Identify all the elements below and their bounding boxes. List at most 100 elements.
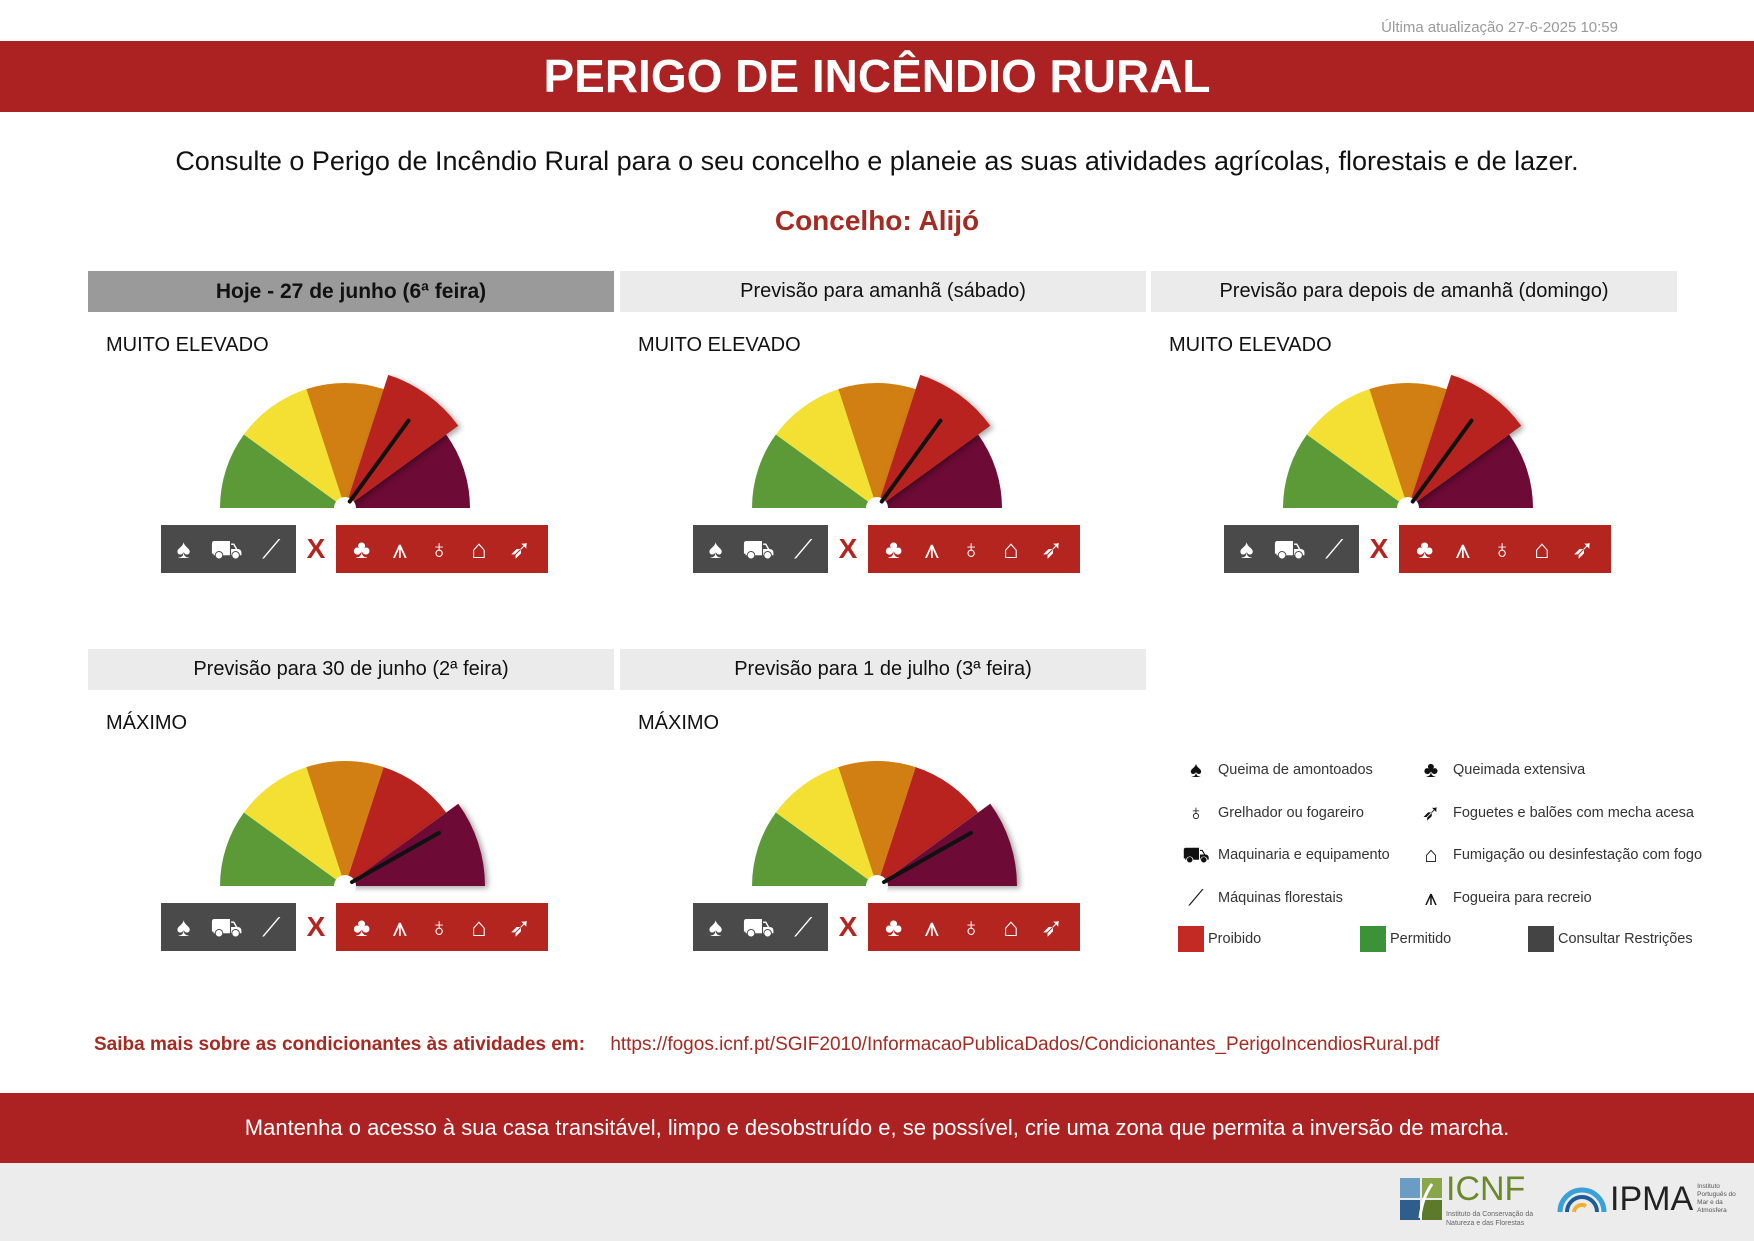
legend-label: Queima de amontoados	[1218, 762, 1373, 778]
icnf-name: ICNF	[1446, 1170, 1526, 1208]
concelho-title: Concelho: Alijó	[774, 205, 980, 236]
legend-label: Maquinaria e equipamento	[1218, 847, 1390, 863]
forecast-header: Previsão para depois de amanhã (domingo)	[1151, 271, 1677, 312]
danger-gauge	[220, 761, 485, 897]
forecast-header: Previsão para 30 de junho (2ª feira)	[88, 649, 614, 690]
legend-swatch-item: Permitido	[1360, 926, 1451, 952]
gauge-segment-1	[220, 434, 345, 508]
maquinas-florestais-icon: ⟋	[1325, 534, 1344, 564]
fogueira-recreio-icon: ⩚	[924, 912, 940, 942]
queimada-extensiva-icon: ♣	[885, 912, 903, 942]
forecast-card: Previsão para 30 de junho (2ª feira) MÁX…	[88, 649, 614, 989]
maquinaria-icon: ⛟	[209, 534, 243, 564]
forecast-card: Previsão para amanhã (sábado) MUITO ELEV…	[620, 271, 1146, 611]
danger-gauge	[752, 374, 1002, 519]
gauge-segment-1	[1283, 434, 1408, 508]
fumigacao-icon: ⌂	[471, 912, 487, 942]
foguetes-icon: ➶	[1572, 534, 1594, 564]
forecast-card: Hoje - 27 de junho (6ª feira) MUITO ELEV…	[88, 271, 614, 611]
gauge-segment-2	[243, 767, 345, 886]
legend-label: Fogueira para recreio	[1453, 889, 1592, 906]
gauge-segment-5	[877, 434, 1002, 508]
queima-amontoados-icon: ♠	[708, 912, 723, 942]
maquinaria-icon: ⛟	[741, 534, 775, 564]
queimada-extensiva-icon: ♣	[1416, 534, 1434, 564]
legend-item: ♠ Queima de amontoados	[1178, 757, 1373, 783]
maquinas-florestais-icon: ⟋	[794, 534, 813, 564]
more-info: Saiba mais sobre as condicionantes às at…	[94, 1034, 1439, 1056]
separator-x: X	[838, 911, 858, 942]
danger-gauge	[220, 374, 470, 519]
gauge-segment-4	[345, 374, 459, 508]
danger-level: MUITO ELEVADO	[638, 334, 801, 356]
legend-label: Foguetes e balões com mecha acesa	[1453, 804, 1694, 821]
forecast-card: Previsão para 1 de julho (3ª feira) MÁXI…	[620, 649, 1146, 989]
danger-level: MÁXIMO	[638, 712, 720, 734]
gauge-segment-3	[1369, 383, 1447, 508]
foguetes-icon: ➶	[509, 534, 531, 564]
fogueira-recreio-icon: ⩚	[1424, 884, 1438, 910]
legend-item: ♣ Queimada extensiva	[1413, 757, 1585, 783]
gauge-needle	[881, 830, 974, 885]
icnf-subtitle: Instituto da Conservação da Natureza e d…	[1446, 1211, 1534, 1227]
separator-x: X	[1369, 533, 1389, 564]
gauge-segment-4	[877, 374, 991, 508]
queimada-extensiva-icon: ♣	[353, 912, 371, 942]
queimada-extensiva-icon: ♣	[1423, 757, 1439, 782]
maquinaria-icon: ⛟	[1272, 534, 1306, 564]
gauge-segment-3	[306, 761, 384, 886]
foguetes-icon: ➶	[1041, 534, 1063, 564]
grelhador-icon: ♁	[961, 912, 981, 942]
danger-gauge	[752, 761, 1017, 897]
queima-amontoados-icon: ♠	[176, 912, 191, 942]
gauge-segment-3	[838, 761, 916, 886]
legend-item: ⛟ Maquinaria e equipamento	[1178, 842, 1390, 868]
legend-item: ➶ Foguetes e balões com mecha acesa	[1413, 800, 1694, 826]
maquinaria-icon: ⛟	[1182, 842, 1210, 867]
danger-level: MÁXIMO	[106, 712, 188, 734]
legend-swatch-item: Consultar Restrições	[1528, 926, 1693, 952]
ipma-subtitle: Instituto Português do Mar e da Atmosfer…	[1697, 1183, 1736, 1214]
foguetes-icon: ➶	[509, 912, 531, 942]
fogueira-recreio-icon: ⩚	[924, 534, 940, 564]
fumigacao-icon: ⌂	[1424, 842, 1438, 867]
gauge-segment-4	[345, 767, 447, 886]
color-swatch	[1360, 926, 1386, 952]
grelhador-icon: ♁	[429, 534, 449, 564]
queima-amontoados-icon: ♠	[176, 534, 191, 564]
more-info-label: Saiba mais sobre as condicionantes às at…	[94, 1034, 586, 1055]
maquinas-florestais-icon: ⟋	[262, 912, 281, 942]
prohibited-activities: ♣ ⩚ ♁ ⌂ ➶	[336, 903, 548, 951]
legend-item: ⩚ Fogueira para recreio	[1413, 885, 1592, 911]
grelhador-icon: ♁	[429, 912, 449, 942]
foguetes-icon: ➶	[1421, 799, 1441, 825]
gauge-segment-4	[1408, 374, 1522, 508]
gauge-needle	[349, 830, 442, 885]
separator-x: X	[838, 533, 858, 564]
legend-label: Fumigação ou desinfestação com fogo	[1453, 847, 1703, 863]
restricted-activities: ♠ ⛟ ⟋	[161, 525, 296, 573]
color-swatch	[1528, 926, 1554, 952]
separator-x: X	[306, 911, 326, 942]
legend-label: Queimada extensiva	[1453, 762, 1586, 778]
restricted-activities: ♠ ⛟ ⟋	[693, 903, 828, 951]
gauge-segment-5	[1408, 434, 1533, 508]
page-title: PERIGO DE INCÊNDIO RURAL	[0, 41, 1754, 112]
legend-swatch-item: Proibido	[1178, 926, 1261, 952]
danger-gauge	[1283, 374, 1533, 519]
gauge-needle	[879, 418, 943, 504]
forecast-header: Previsão para amanhã (sábado)	[620, 271, 1146, 312]
danger-level: MUITO ELEVADO	[1169, 334, 1332, 356]
maquinas-florestais-icon: ⟋	[262, 534, 281, 564]
danger-level: MUITO ELEVADO	[106, 334, 269, 356]
forecast-header: Hoje - 27 de junho (6ª feira)	[88, 271, 614, 312]
maquinaria-icon: ⛟	[209, 912, 243, 942]
queimada-extensiva-icon: ♣	[353, 534, 371, 564]
more-info-link[interactable]: https://fogos.icnf.pt/SGIF2010/Informaca…	[610, 1034, 1440, 1055]
gauge-segment-2	[1306, 389, 1408, 508]
fogueira-recreio-icon: ⩚	[1455, 534, 1471, 564]
ipma-name: IPMA	[1610, 1180, 1694, 1218]
queima-amontoados-icon: ♠	[1239, 534, 1254, 564]
grelhador-icon: ♁	[961, 534, 981, 564]
maquinaria-icon: ⛟	[741, 912, 775, 942]
